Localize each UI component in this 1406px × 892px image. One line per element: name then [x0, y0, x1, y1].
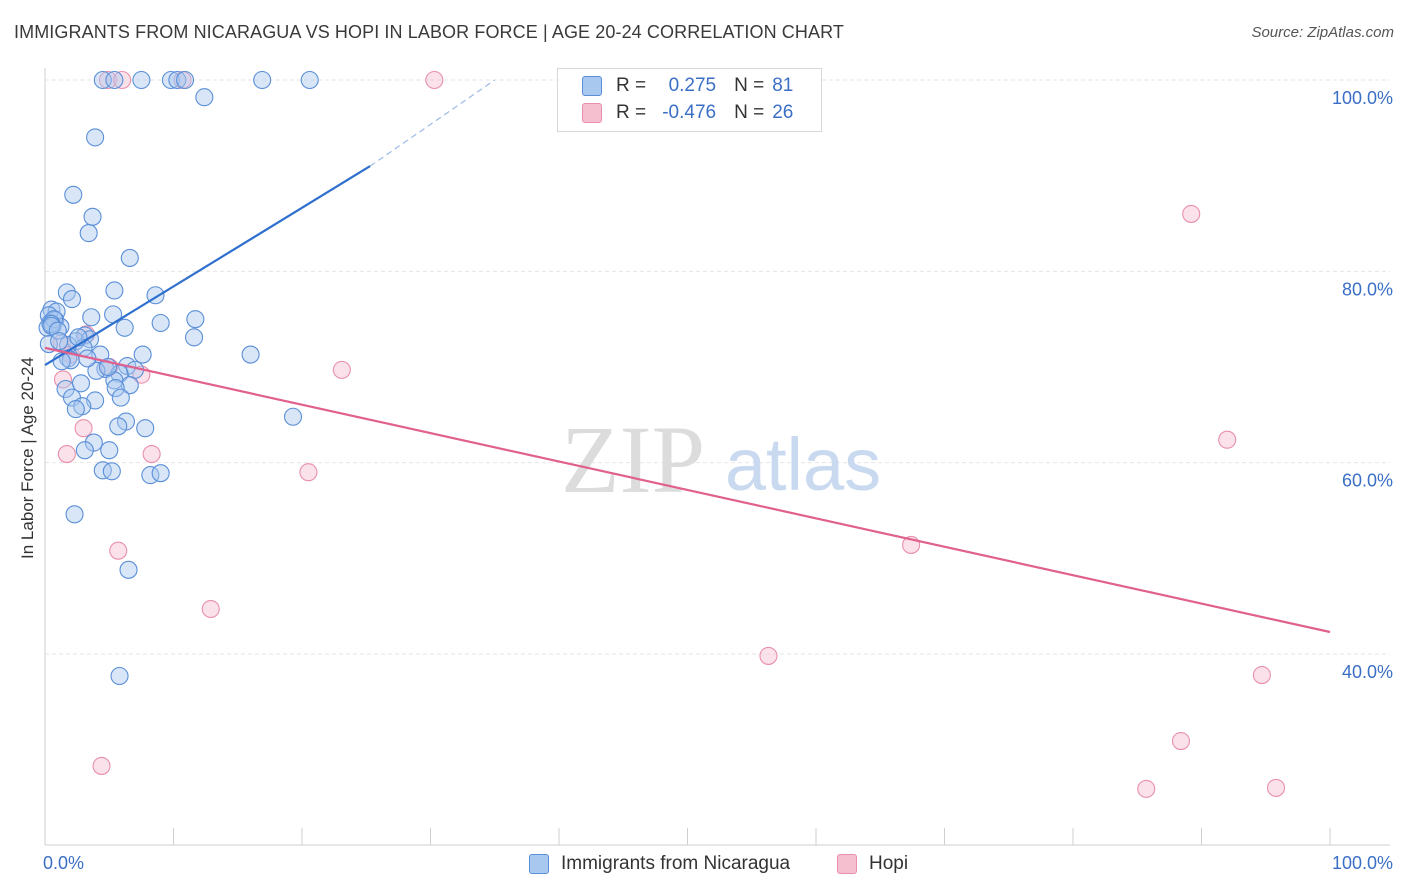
- nicaragua-point: [186, 310, 205, 329]
- nicaragua-point: [111, 388, 130, 407]
- hopi-point: [109, 541, 128, 560]
- nicaragua-trend-extension: [369, 79, 496, 167]
- hopi-point: [201, 599, 220, 619]
- nicaragua-point: [133, 345, 152, 364]
- y-tick-label: 40.0%: [1342, 662, 1393, 682]
- legend-r-value: -0.476: [662, 102, 717, 123]
- nicaragua-point: [66, 400, 85, 419]
- hopi-points: [52, 70, 1286, 798]
- nicaragua-point: [283, 407, 303, 426]
- trend-lines: [44, 79, 1331, 634]
- hopi-point: [1252, 665, 1271, 685]
- nicaragua-point: [83, 207, 102, 226]
- nicaragua-point: [39, 334, 58, 354]
- hopi-point: [1266, 778, 1286, 797]
- nicaragua-point: [185, 328, 204, 347]
- legend-swatch-blue: [582, 76, 602, 96]
- legend-row-nicaragua: R = 0.275 N = 81: [582, 73, 793, 99]
- nicaragua-point: [86, 128, 105, 147]
- series-swatch-blue: [529, 854, 549, 874]
- hopi-point: [1171, 732, 1190, 751]
- hopi-trend-line: [44, 346, 1331, 634]
- nicaragua-point: [87, 361, 106, 380]
- hopi-point: [113, 70, 132, 90]
- nicaragua-point: [105, 70, 124, 90]
- hopi-point: [74, 419, 93, 438]
- hopi-point: [759, 646, 778, 665]
- legend-n-label: N =: [734, 75, 765, 96]
- nicaragua-point: [120, 248, 139, 267]
- x-tick-label: 0.0%: [43, 853, 84, 873]
- nicaragua-point: [300, 70, 319, 90]
- legend-r-label: R =: [616, 75, 647, 96]
- y-tick-label: 80.0%: [1342, 279, 1393, 299]
- nicaragua-point: [82, 308, 101, 327]
- nicaragua-point: [64, 185, 83, 204]
- series-legend-hopi[interactable]: Hopi: [837, 853, 908, 875]
- hopi-point: [92, 756, 111, 775]
- chart-title: IMMIGRANTS FROM NICARAGUA VS HOPI IN LAB…: [14, 22, 844, 42]
- nicaragua-point: [102, 462, 121, 481]
- hopi-point: [1137, 779, 1156, 798]
- nicaragua-point: [151, 313, 170, 333]
- legend-n-value: 81: [772, 75, 794, 96]
- source-label: Source: ZipAtlas.com: [1251, 24, 1394, 41]
- nicaragua-point: [75, 441, 94, 460]
- legend-swatch-pink: [582, 103, 602, 123]
- nicaragua-point: [106, 378, 125, 398]
- series-legend: Immigrants from Nicaragua Hopi: [0, 850, 1406, 878]
- series-legend-nicaragua[interactable]: Immigrants from Nicaragua: [529, 853, 790, 875]
- series-swatch-pink: [837, 854, 857, 874]
- correlation-legend: R = 0.275 N = 81 R = -0.476 N = 26: [557, 68, 822, 132]
- series-legend-label: Hopi: [869, 853, 909, 874]
- watermark-atlas: atlas: [725, 423, 881, 506]
- nicaragua-point: [151, 464, 170, 483]
- series-legend-label: Immigrants from Nicaragua: [561, 853, 791, 874]
- hopi-point: [1218, 430, 1237, 449]
- hopi-point: [1182, 204, 1201, 223]
- watermark: ZIP atlas: [561, 406, 881, 513]
- grid-lines: [45, 79, 1390, 655]
- nicaragua-point: [69, 328, 88, 347]
- nicaragua-point: [110, 666, 129, 686]
- nicaragua-point: [132, 70, 151, 90]
- nicaragua-point: [115, 318, 134, 337]
- nicaragua-point: [109, 417, 128, 436]
- hopi-point: [142, 445, 161, 464]
- hopi-point: [299, 463, 318, 482]
- nicaragua-point: [241, 345, 260, 364]
- legend-r-value: 0.275: [668, 75, 717, 96]
- nicaragua-trend-line: [44, 165, 371, 367]
- nicaragua-point: [62, 290, 82, 309]
- nicaragua-point: [161, 70, 180, 90]
- x-tick-label: 100.0%: [1332, 853, 1393, 873]
- tick-labels: 40.0% 60.0% 80.0% 100.0% 0.0% 100.0%: [43, 88, 1393, 873]
- hopi-point: [57, 445, 76, 464]
- hopi-point: [332, 360, 351, 379]
- nicaragua-point: [50, 332, 69, 351]
- nicaragua-points: [38, 70, 319, 686]
- y-tick-label: 60.0%: [1342, 471, 1393, 491]
- nicaragua-point: [105, 281, 124, 300]
- nicaragua-point: [195, 88, 214, 107]
- y-axis-label: In Labor Force | Age 20-24: [18, 357, 37, 559]
- hopi-point: [98, 70, 118, 90]
- nicaragua-point: [176, 70, 195, 90]
- hopi-point: [425, 70, 444, 90]
- nicaragua-point: [119, 560, 138, 579]
- nicaragua-point: [100, 441, 119, 460]
- watermark-zip: ZIP: [561, 406, 705, 513]
- y-tick-label: 100.0%: [1332, 88, 1393, 108]
- legend-r-label: R =: [616, 102, 647, 123]
- axes: [44, 68, 1390, 846]
- nicaragua-point: [136, 419, 155, 438]
- nicaragua-point: [253, 70, 272, 90]
- nicaragua-point: [65, 505, 84, 524]
- nicaragua-point: [168, 70, 187, 90]
- nicaragua-point: [79, 224, 98, 243]
- legend-n-label: N =: [734, 102, 765, 123]
- legend-n-value: 26: [772, 102, 794, 123]
- legend-row-hopi: R = -0.476 N = 26: [582, 100, 793, 126]
